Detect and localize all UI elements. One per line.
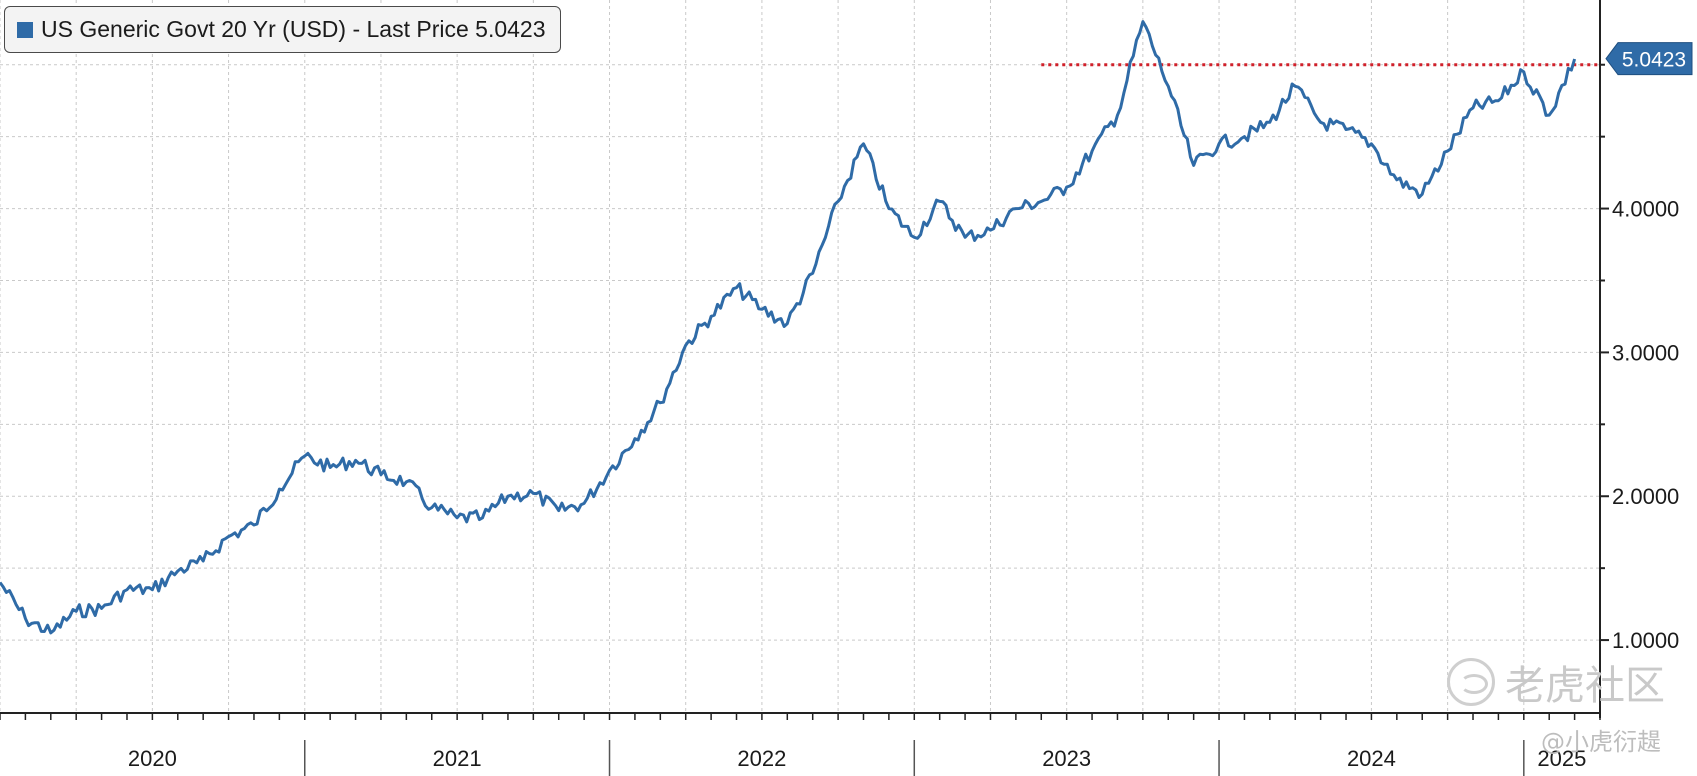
x-year-label: 2021 bbox=[433, 746, 482, 771]
y-tick-label: 4.0000 bbox=[1612, 197, 1679, 222]
watermark-handle: @小虎衍趧 bbox=[1541, 728, 1661, 756]
grid bbox=[0, 0, 1600, 712]
last-price-badge bbox=[1605, 42, 1693, 76]
x-year-label: 2022 bbox=[737, 746, 786, 771]
x-year-label: 2025 bbox=[1537, 746, 1586, 771]
y-tick-label: 3.0000 bbox=[1612, 340, 1679, 365]
plot-background bbox=[0, 0, 1600, 712]
x-year-label: 2024 bbox=[1347, 746, 1396, 771]
watermark-text: 老虎社区 bbox=[1505, 663, 1665, 709]
legend: US Generic Govt 20 Yr (USD) - Last Price… bbox=[4, 6, 561, 53]
series-layer bbox=[0, 20, 1577, 635]
last-price-marker: 5.0423 bbox=[1605, 42, 1693, 76]
y-tick-label: 1.0000 bbox=[1612, 628, 1679, 653]
last-price-label: 5.0423 bbox=[1622, 49, 1686, 72]
x-year-label: 2020 bbox=[128, 746, 177, 771]
watermark: 老虎社区 bbox=[1447, 653, 1665, 711]
y-axis-panel bbox=[1600, 0, 1697, 776]
tiger-logo-icon bbox=[1447, 658, 1495, 706]
y-tick-label: 2.0000 bbox=[1612, 484, 1679, 509]
series-line-us-generic-govt-20yr bbox=[0, 20, 1577, 635]
x-year-label: 2023 bbox=[1042, 746, 1091, 771]
legend-swatch bbox=[17, 21, 33, 38]
legend-label: US Generic Govt 20 Yr (USD) - Last Price… bbox=[41, 16, 546, 42]
